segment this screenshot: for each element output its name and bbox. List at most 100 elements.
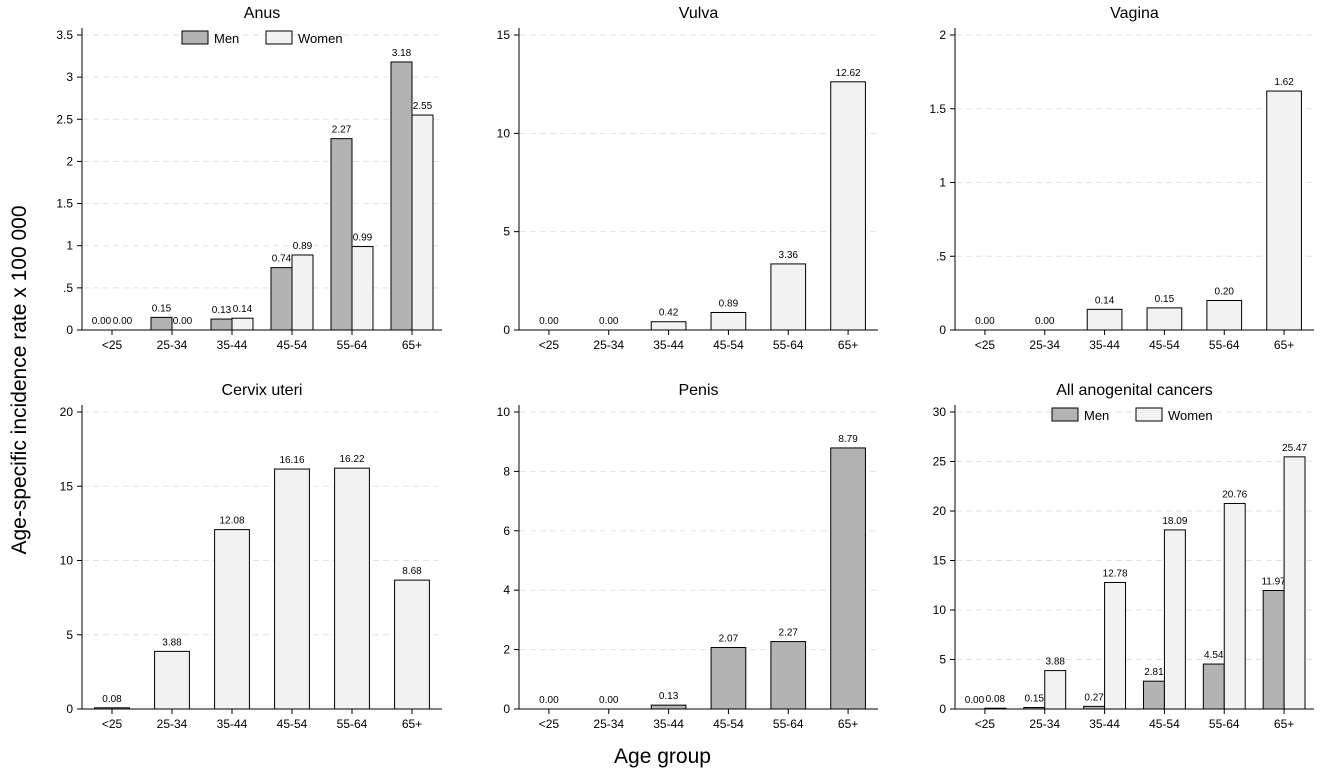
y-tick-label: 15: [933, 554, 947, 568]
y-tick-label: 5: [503, 225, 510, 239]
y-tick-label: 5: [939, 653, 946, 667]
data-label: 11.97: [1261, 576, 1286, 587]
legend-label-women: Women: [298, 31, 343, 46]
x-tick-label: <25: [975, 717, 996, 731]
legend-swatch-men: [1051, 407, 1079, 422]
data-label: 0.99: [353, 233, 373, 244]
data-label: 0.42: [659, 308, 679, 319]
data-label: 0.20: [1215, 287, 1235, 298]
x-tick-label: 55-64: [1209, 338, 1240, 352]
y-tick-label: 0: [939, 702, 946, 716]
y-tick-label: .5: [936, 249, 946, 263]
data-label: 2.27: [332, 125, 352, 136]
x-tick-label: 45-54: [713, 717, 744, 731]
bar-women-45-54: [291, 254, 314, 331]
chart-title: Vagina: [1110, 5, 1159, 22]
data-label: 20.76: [1222, 489, 1247, 500]
bar-women-65: [1283, 456, 1306, 710]
chart-panel-penis: Penis 0 2 4 6 8 10 0.00 <25 0.00 25-34 0.13 35-44 2.0…: [497, 382, 878, 731]
data-label: 0.27: [1084, 692, 1104, 703]
x-tick-label: <25: [975, 338, 996, 352]
chart-panel-cervix-uteri: Cervix uteri 0 5 10 15 20 0.08 <25 3.88 25-34 12.0…: [60, 382, 442, 731]
y-tick-label: 3.5: [56, 28, 73, 42]
bar-women-45-54: [710, 311, 747, 331]
data-label: 0.00: [92, 316, 112, 327]
x-tick-label: 35-44: [217, 338, 248, 352]
data-label: 8.79: [838, 434, 858, 445]
y-tick-label: 20: [60, 405, 74, 419]
bar-men-65: [390, 61, 413, 331]
bar-men-35-44: [210, 318, 233, 331]
y-tick-label: 5: [66, 628, 73, 642]
y-tick-label: 3: [66, 70, 73, 84]
bar-women-25-34: [1044, 670, 1067, 710]
x-tick-label: 25-34: [593, 717, 624, 731]
y-tick-label: 2.5: [56, 112, 73, 126]
data-label: 25.47: [1282, 443, 1307, 454]
bar-men-45-54: [1142, 680, 1165, 710]
legend-label-men: Men: [214, 31, 239, 46]
x-tick-label: 25-34: [157, 338, 188, 352]
bar-women-35-44: [231, 317, 254, 331]
data-label: 0.08: [986, 694, 1006, 705]
data-label: 0.13: [659, 691, 679, 702]
legend-swatch-men: [181, 30, 209, 45]
x-tick-label: 65+: [838, 338, 858, 352]
chart-title: Anus: [244, 5, 280, 22]
x-tick-label: 45-54: [713, 338, 744, 352]
x-tick-label: 45-54: [1149, 338, 1180, 352]
y-tick-label: 0: [66, 323, 73, 337]
data-label: 12.78: [1103, 568, 1128, 579]
bar-women-25-34: [154, 650, 190, 710]
y-tick-label: 10: [933, 603, 947, 617]
data-label: 3.18: [392, 48, 412, 59]
y-tick-label: 25: [933, 455, 947, 469]
data-label: 0.00: [599, 695, 619, 706]
y-tick-label: 4: [503, 583, 510, 597]
bar-women-35-44: [1086, 308, 1123, 331]
data-label: 0.08: [102, 694, 122, 705]
x-tick-label: 65+: [402, 338, 422, 352]
x-tick-label: 45-54: [277, 717, 308, 731]
chart-panel-vulva: Vulva 0 5 10 15 0.00 <25 0.00 25-34 0.42 35-44 0.89…: [497, 5, 878, 352]
data-label: 0.15: [1155, 294, 1175, 305]
y-tick-label: 6: [503, 524, 510, 538]
bar-women-45-54: [1146, 307, 1183, 331]
data-label: 1.62: [1274, 77, 1294, 88]
data-label: 0.74: [272, 254, 292, 265]
y-tick-label: 20: [933, 504, 947, 518]
y-tick-label: 30: [933, 405, 947, 419]
data-label: 0.15: [1025, 694, 1045, 705]
x-tick-label: 35-44: [217, 717, 248, 731]
x-tick-label: <25: [102, 717, 123, 731]
x-tick-label: 45-54: [1149, 717, 1180, 731]
x-tick-label: 55-64: [773, 338, 804, 352]
legend-label-men: Men: [1084, 408, 1109, 423]
x-tick-label: 55-64: [773, 717, 804, 731]
data-label: 8.68: [402, 566, 422, 577]
x-tick-label: 25-34: [157, 717, 188, 731]
x-tick-label: 35-44: [653, 717, 684, 731]
x-tick-label: 35-44: [653, 338, 684, 352]
legend-swatch-women: [1135, 407, 1163, 422]
data-label: 0.13: [212, 305, 232, 316]
x-tick-label: 25-34: [1029, 338, 1060, 352]
x-tick-label: 65+: [402, 717, 422, 731]
x-tick-label: 35-44: [1089, 338, 1120, 352]
data-label: 0.15: [152, 303, 172, 314]
bar-women-65: [830, 81, 866, 331]
x-tick-label: <25: [102, 338, 123, 352]
data-label: 12.62: [836, 68, 861, 79]
x-tick-label: <25: [539, 338, 560, 352]
bar-men-65: [1262, 589, 1285, 710]
data-label: 0.00: [975, 316, 995, 327]
y-tick-label: 10: [497, 405, 511, 419]
chart-panel-vagina: Vagina 0 .5 1 1.5 2 0.00 <25 0.00 25-34 0.14 35-44 0…: [929, 5, 1314, 352]
bar-men-25-34: [1023, 707, 1046, 710]
y-tick-label: 10: [497, 126, 511, 140]
x-tick-label: 45-54: [277, 338, 308, 352]
data-label: 12.08: [219, 516, 244, 527]
x-axis-label: Age group: [614, 745, 711, 768]
